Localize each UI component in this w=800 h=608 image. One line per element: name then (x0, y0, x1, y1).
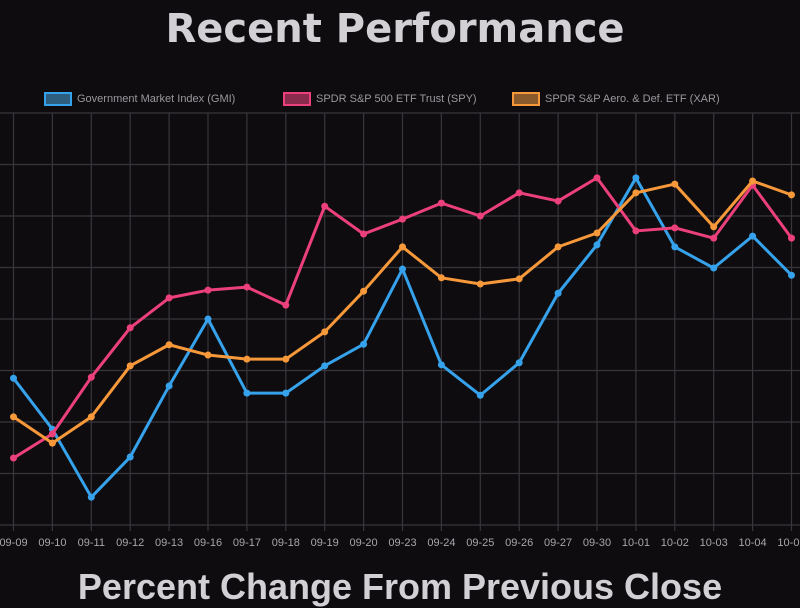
data-point (165, 294, 173, 302)
data-point (554, 243, 562, 251)
data-point (126, 453, 134, 461)
data-point (10, 454, 17, 462)
x-tick-label: 09-30 (583, 537, 611, 549)
data-point (165, 382, 173, 390)
data-point (788, 234, 795, 242)
legend-label-xar: SPDR S&P Aero. & Def. ETF (XAR) (545, 93, 720, 105)
legend-label-gmi: Government Market Index (GMI) (77, 93, 236, 105)
data-point (749, 232, 757, 240)
x-tick-label: 09-18 (272, 537, 300, 549)
data-point (399, 265, 406, 273)
data-point (710, 264, 718, 272)
data-point (399, 243, 406, 251)
data-point (749, 177, 757, 185)
data-point (360, 287, 368, 295)
data-point (437, 199, 445, 207)
data-point (788, 271, 795, 279)
x-tick-label: 09-19 (311, 537, 339, 549)
line-chart: 09-09 09-10 09-11 09-12 09-13 09-16 09-17 09-18… (0, 112, 800, 549)
x-tick-label: 09-27 (544, 537, 572, 549)
legend-swatch-spy (283, 92, 311, 106)
data-point (204, 286, 212, 294)
data-point (710, 234, 718, 242)
x-tick-label: 09-13 (155, 537, 183, 549)
data-point (632, 227, 640, 235)
data-point (126, 362, 134, 370)
data-point (632, 174, 640, 182)
data-point (126, 324, 134, 332)
data-point (10, 413, 17, 421)
x-tick-label: 09-26 (505, 537, 533, 549)
x-tick-label: 09-17 (233, 537, 261, 549)
data-point (554, 289, 562, 297)
data-point (476, 280, 484, 288)
data-point (437, 361, 445, 369)
data-point (87, 373, 95, 381)
data-point (515, 189, 523, 197)
data-point (165, 341, 173, 349)
data-point (360, 340, 368, 348)
data-point (710, 223, 718, 231)
chart-title: Recent Performance (165, 6, 625, 52)
data-point (282, 389, 290, 397)
data-point (437, 274, 445, 282)
x-tick-label: 10-03 (700, 537, 728, 549)
legend-swatch-gmi (44, 92, 72, 106)
data-point (204, 351, 212, 359)
legend-item-xar[interactable]: SPDR S&P Aero. & Def. ETF (XAR) (512, 92, 720, 106)
legend-item-gmi[interactable]: Government Market Index (GMI) (44, 92, 235, 106)
data-point (554, 197, 562, 205)
data-point (204, 315, 212, 323)
data-point (515, 359, 523, 367)
data-point (476, 391, 484, 399)
data-point (48, 439, 56, 447)
data-point (87, 493, 95, 501)
x-tick-label: 09-20 (350, 537, 378, 549)
data-point (593, 241, 601, 249)
data-point (515, 275, 523, 283)
data-point (243, 389, 251, 397)
data-point (671, 224, 679, 232)
data-point (788, 191, 795, 199)
data-point (243, 355, 251, 363)
x-tick-label: 10-01 (622, 537, 650, 549)
data-point (671, 243, 679, 251)
x-tick-label: 09-25 (466, 537, 494, 549)
data-point (593, 229, 601, 237)
data-point (10, 374, 17, 382)
x-tick-label: 10-07 (777, 537, 800, 549)
data-point (48, 430, 56, 438)
legend-swatch-xar (512, 92, 540, 106)
x-tick-label: 09-23 (388, 537, 416, 549)
x-tick-label: 09-12 (116, 537, 144, 549)
data-point (360, 230, 368, 238)
data-point (243, 283, 251, 291)
x-tick-label: 09-11 (78, 537, 105, 549)
x-tick-label: 10-02 (661, 537, 689, 549)
data-point (632, 189, 640, 197)
data-point (282, 301, 290, 309)
data-point (593, 174, 601, 182)
legend-label-spy: SPDR S&P 500 ETF Trust (SPY) (316, 93, 477, 105)
data-point (321, 362, 329, 370)
data-point (476, 212, 484, 220)
x-tick-label: 09-24 (427, 537, 455, 549)
section-title: Percent Change From Previous Close (77, 566, 723, 607)
data-point (671, 180, 679, 188)
x-tick-label: 09-09 (0, 537, 28, 549)
data-point (321, 202, 329, 210)
x-tick-label: 09-10 (38, 537, 66, 549)
data-point (87, 413, 95, 421)
x-tick-label: 09-16 (194, 537, 222, 549)
legend-item-spy[interactable]: SPDR S&P 500 ETF Trust (SPY) (283, 92, 477, 106)
data-point (282, 355, 290, 363)
data-point (399, 215, 406, 223)
data-point (321, 328, 329, 336)
x-tick-label: 10-04 (739, 537, 767, 549)
